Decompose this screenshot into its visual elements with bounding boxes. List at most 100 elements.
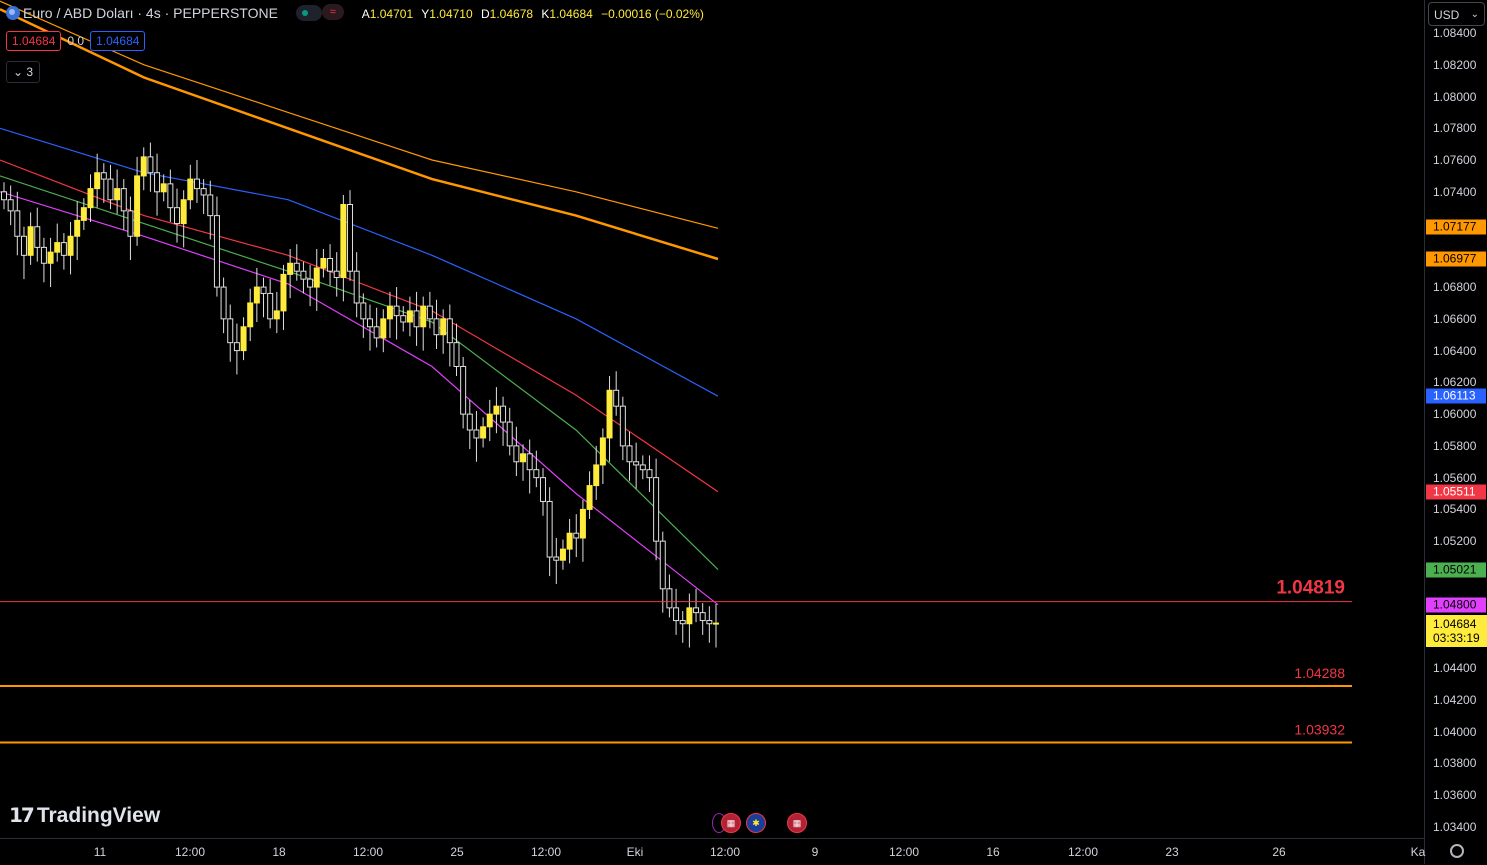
buy-button[interactable]: 1.04684 — [90, 31, 146, 51]
price-tick-label: 1.03800 — [1433, 756, 1477, 771]
candle-body — [646, 469, 653, 479]
price-tick-label: 1.05800 — [1433, 438, 1477, 453]
ohlc-high-value: 1.04710 — [429, 7, 473, 21]
ma-line-4 — [0, 175, 719, 571]
candle-body — [713, 622, 719, 625]
candle-body — [413, 310, 420, 328]
price-chart[interactable]: 1.04819 1.04288 1.03932 — [0, 0, 1424, 838]
currency-value: USD — [1434, 8, 1460, 22]
horizontal-line-label: 1.04819 — [1276, 578, 1345, 599]
candle-body — [313, 267, 320, 288]
candle-body — [533, 469, 540, 479]
candle-body — [446, 318, 453, 344]
time-axis[interactable]: 11 12:00 18 12:00 25 12:00 Eki 12:00 9 12:00 16 12:… — [0, 838, 1425, 865]
candle-body — [280, 273, 287, 312]
ohlc-high-key: Y — [421, 7, 430, 21]
ohlc-values: A1.04701 Y1.04710 D1.04678 K1.04684 −0.0… — [362, 7, 709, 21]
time-tick-label: 16 — [986, 845, 1000, 859]
candle-body — [247, 302, 254, 328]
candle-body — [134, 175, 141, 237]
candle-body — [20, 235, 27, 256]
chart-area[interactable]: 1.04819 1.04288 1.03932 — [0, 0, 1424, 838]
symbol-title[interactable]: Euro / ABD Doları · 4s · PEPPERSTONE — [23, 5, 278, 21]
us-flag-icon[interactable]: ▦ — [721, 813, 741, 833]
gear-icon[interactable] — [1450, 844, 1464, 858]
ma-line-3 — [0, 159, 719, 493]
price-tick-label: 1.06600 — [1433, 311, 1477, 326]
candle-body — [300, 270, 307, 280]
price-tick-label: 1.06200 — [1433, 375, 1477, 390]
candle-body — [127, 210, 134, 237]
tradingview-logo-icon: 𝟭𝟳 — [9, 805, 35, 827]
candle-body — [653, 477, 660, 542]
bar-countdown: 03:33:19 — [1433, 631, 1480, 645]
time-tick-label: 12:00 — [530, 845, 562, 859]
candle-body — [227, 318, 234, 344]
ohlc-low-value: 1.04678 — [489, 7, 534, 21]
price-badge: 1.05511 — [1426, 484, 1486, 500]
candle-body — [14, 210, 21, 237]
price-badge: 1.04800 — [1426, 597, 1486, 613]
price-axis[interactable]: 1.08400 1.08200 1.08000 1.07800 1.07600 1.074… — [1424, 0, 1487, 864]
candle-body — [473, 429, 480, 439]
candle-body — [466, 413, 473, 431]
eu-flag-icon[interactable]: ✱ — [746, 813, 766, 833]
candle-body — [406, 310, 413, 323]
candle-body — [553, 556, 560, 561]
price-tick-label: 1.06000 — [1433, 407, 1477, 422]
ohlc-close-value: 1.04684 — [549, 7, 593, 21]
candle-body — [180, 199, 187, 225]
candle-body — [539, 477, 546, 502]
candle-body — [566, 532, 573, 550]
us-flag-icon[interactable]: ▦ — [787, 813, 807, 833]
candle-body — [107, 178, 114, 201]
candle-body — [40, 246, 47, 264]
time-tick-label: 12:00 — [888, 845, 920, 859]
candle-body — [506, 421, 513, 447]
candle-body — [213, 215, 220, 288]
candle-body — [500, 405, 507, 423]
chevron-down-icon: ⌄ — [12, 65, 24, 79]
price-tick-label: 1.03400 — [1433, 820, 1477, 834]
price-badge: 1.05021 — [1426, 562, 1486, 578]
candle-body — [513, 445, 520, 463]
price-tick-label: 1.05200 — [1433, 534, 1477, 549]
sell-button[interactable]: 1.04684 — [6, 31, 62, 51]
indicators-collapse-button[interactable]: ⌄ 3 — [6, 61, 40, 83]
candle-body — [420, 305, 427, 328]
candle-body — [426, 305, 433, 320]
candle-body — [599, 437, 606, 466]
price-tick-label: 1.07800 — [1433, 121, 1477, 136]
candle-body — [147, 156, 154, 174]
candle-body — [520, 453, 527, 463]
candle-body — [373, 326, 380, 339]
candle-body — [579, 508, 586, 539]
price-tick-label: 1.05400 — [1433, 502, 1477, 517]
candle-body — [140, 156, 147, 177]
candle-body — [7, 199, 14, 212]
last-price-value: 1.04684 — [1433, 617, 1477, 631]
symbol-legend[interactable]: Euro / ABD Doları · 4s · PEPPERSTONE ≈ A… — [6, 4, 709, 21]
candle-body — [493, 405, 500, 415]
candle-body — [160, 183, 167, 193]
candle-body — [440, 318, 447, 336]
candle-body — [54, 242, 61, 253]
candle-body — [573, 532, 580, 539]
market-open-dot-icon — [301, 10, 308, 16]
price-tick-label: 1.04200 — [1433, 692, 1477, 707]
market-status-badge[interactable]: ≈ — [295, 4, 344, 21]
candle-body — [606, 389, 613, 439]
candle-body — [293, 262, 300, 272]
currency-select[interactable]: USD ⌄ — [1428, 2, 1485, 26]
candle-body — [639, 464, 646, 471]
tradingview-watermark[interactable]: 𝟭𝟳 TradingView — [9, 803, 160, 828]
price-change: −0.00016 (−0.02%) — [601, 7, 704, 21]
candle-body — [613, 389, 620, 407]
candle-body — [706, 620, 713, 625]
candle-body — [400, 315, 407, 323]
candle-body — [386, 305, 393, 320]
candle-body — [1, 191, 7, 201]
candle-body — [619, 405, 626, 447]
candle-body — [686, 607, 693, 625]
candle-body — [360, 302, 367, 320]
